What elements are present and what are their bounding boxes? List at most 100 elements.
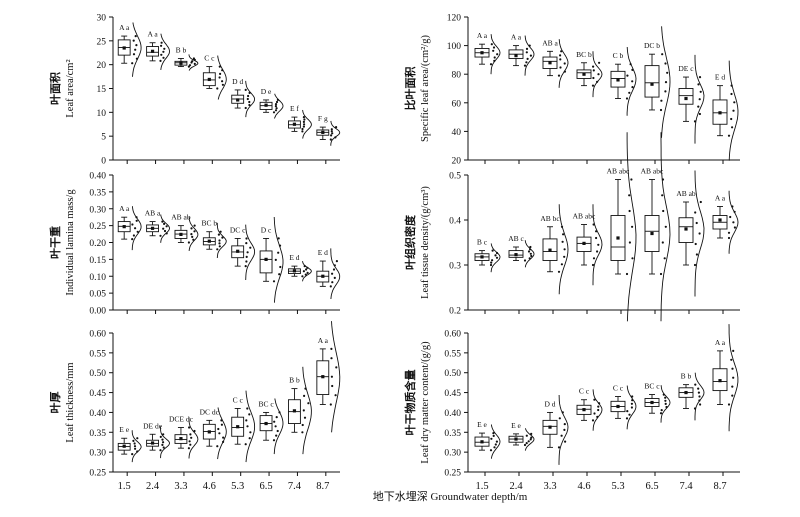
data-point [248,91,251,94]
data-point [695,253,699,256]
data-point [272,439,276,442]
data-point [221,83,224,86]
density-curve [728,324,739,432]
data-point [733,210,736,213]
data-point [525,61,528,64]
y-tick-label: 0.2 [449,307,461,317]
density-curve [626,385,637,430]
data-point [278,411,281,414]
mean-marker [236,249,240,253]
data-point [162,56,165,59]
data-point [558,417,561,420]
group-label: A a [318,336,329,345]
group-label: DCE dc [169,415,194,424]
group-label: AB bc [540,214,560,223]
data-point [730,84,733,87]
data-point [131,453,134,456]
data-point [246,407,249,410]
box-5.3: AB abc [607,132,637,322]
data-point [731,394,734,397]
data-point [135,219,138,222]
box-6.5: D c [259,216,284,303]
x-tick-label: 2.4 [509,481,523,492]
data-point [596,80,599,83]
data-point [660,409,663,412]
group-label: AB abc [641,167,664,176]
data-point [492,49,495,52]
data-point [277,251,280,254]
data-point [628,413,631,416]
mean-marker [150,441,155,445]
box-1.5: E e [474,420,501,459]
data-point [218,432,221,435]
panel-leaf-thickness: 0.25 0.30 0.35 0.40 0.45 0.50 0.55 0.60 Leaf thi… [48,321,341,479]
density-curve [131,430,142,463]
density-curve [331,321,341,433]
data-point [732,376,735,379]
data-point [564,440,567,443]
data-point [557,270,561,273]
box-6.5: D e [259,87,284,119]
data-point [191,235,194,238]
data-point [727,231,731,234]
data-point [491,259,494,262]
density-curve [160,214,170,243]
data-point [628,241,632,244]
group-label: A a [119,23,130,32]
data-point [275,107,278,110]
data-point [663,257,666,260]
data-point [493,446,496,449]
data-point [664,90,667,93]
group-label: AB ab [676,189,696,198]
box-5.3: D d [231,77,256,118]
data-point [134,447,137,450]
data-point [596,415,599,418]
group-label: C c [613,384,624,393]
data-point [219,230,222,233]
group-label: E d [715,73,725,82]
mean-marker [207,430,211,434]
mean-marker [514,437,518,441]
data-point [628,91,631,94]
data-point [664,396,667,399]
data-point [730,117,733,121]
data-point [626,74,629,77]
group-label: AB c [508,234,524,243]
y-tick-label: 40 [452,128,462,138]
density-curve [330,248,341,300]
data-point [664,62,667,65]
data-point [561,411,564,414]
data-point [598,61,601,64]
data-point [625,97,629,100]
data-point [560,225,564,228]
data-point [495,251,499,255]
data-point [274,109,278,112]
data-point [161,220,164,223]
box-1.5: E e [117,425,142,463]
data-point [661,194,664,197]
data-point [275,434,278,437]
panel-specific-leaf-area: 20 40 60 80 100 120 Specific leaf area/(cm²/g)… [403,14,740,167]
box-5.3: C c [231,390,256,463]
x-tick-label: 6.5 [260,481,273,492]
data-point [135,57,138,60]
x-tick-label: 1.5 [118,481,131,492]
mean-marker [179,61,183,65]
density-curve [626,46,637,116]
box-iqr [678,88,694,105]
data-point [334,136,337,139]
data-point [330,357,333,360]
data-point [523,259,527,262]
data-point [665,405,668,409]
data-point [302,116,305,119]
data-point [159,59,162,63]
data-point [732,221,735,224]
group-label: E e [119,425,129,434]
data-point [494,254,497,257]
y-tick-label: 0.40 [89,172,106,182]
data-point [334,394,337,397]
data-point [275,416,278,419]
mean-marker [122,444,126,448]
y-tick-label: 0.5 [449,172,461,182]
data-point [591,419,595,422]
